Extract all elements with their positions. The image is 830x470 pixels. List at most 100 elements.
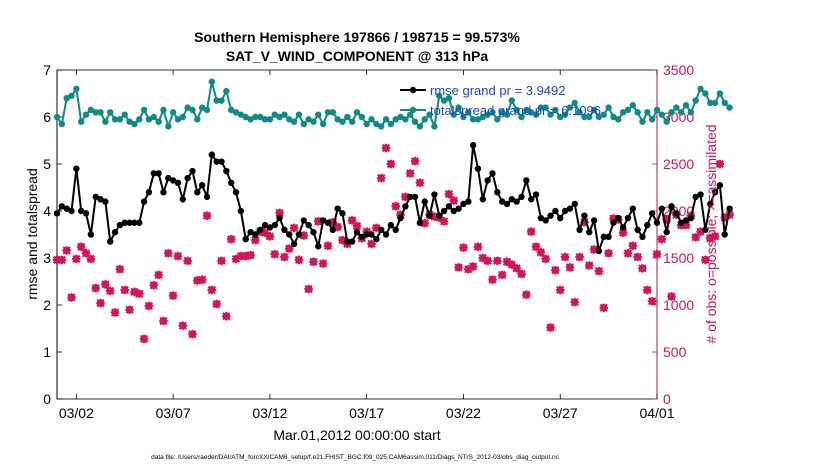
totalspread-point (203, 106, 211, 114)
totalspread-point (571, 99, 578, 107)
rmse-point (561, 207, 569, 215)
rmse-point (198, 181, 206, 189)
totalspread-point (339, 118, 346, 125)
rmse-point (445, 203, 453, 210)
totalspread-point (484, 111, 491, 118)
rmse-point (305, 221, 312, 229)
totalspread-point (392, 116, 399, 123)
rmse-point (590, 217, 598, 224)
assimilated-obs-point (149, 281, 159, 290)
left-tick-label: 3 (43, 250, 51, 266)
assimilated-obs-point (531, 242, 541, 251)
assimilated-obs-point (289, 223, 299, 233)
totalspread-point (566, 104, 574, 111)
assimilated-obs-point (464, 265, 473, 274)
totalspread-point (107, 109, 114, 116)
assimilated-obs-point (449, 196, 459, 205)
totalspread-point (140, 106, 148, 114)
rmse-point (494, 189, 501, 196)
left-tick-label: 2 (43, 297, 51, 313)
rmse-point (605, 233, 612, 241)
totalspread-point (711, 99, 719, 107)
rmse-point (286, 231, 293, 238)
assimilated-obs-point (633, 252, 642, 262)
totalspread-point (445, 95, 453, 102)
rmse-point (165, 174, 172, 182)
totalspread-point (165, 123, 172, 130)
totalspread-point (721, 99, 728, 107)
assimilated-obs-point (638, 264, 647, 273)
assimilated-obs-point (144, 301, 154, 311)
x-tick-label: 03/02 (59, 405, 94, 421)
rmse-point (697, 191, 704, 198)
assimilated-obs-point (285, 244, 294, 253)
rmse-point (653, 219, 661, 226)
totalspread-point (252, 113, 259, 121)
rmse-point (358, 233, 366, 241)
assimilated-obs-point (193, 276, 202, 285)
rmse-point (368, 231, 375, 238)
totalspread-point (305, 116, 312, 123)
assimilated-obs-point (570, 297, 579, 307)
totalspread-point (150, 113, 157, 121)
totalspread-point (508, 97, 516, 104)
legend: rmse grand pr = 3.9492 totalspread grand… (400, 83, 601, 118)
rmse-point (150, 170, 157, 177)
rmse-point (557, 214, 564, 222)
totalspread-point (489, 109, 496, 116)
rmse-point (290, 240, 298, 248)
rmse-point (619, 224, 627, 231)
totalspread-point (557, 113, 564, 121)
assimilated-obs-point (236, 251, 246, 261)
rmse-point (339, 210, 346, 217)
rmse-point (174, 179, 182, 186)
totalspread-point (218, 97, 225, 104)
totalspread-point (189, 106, 196, 114)
assimilated-obs-point (135, 289, 144, 298)
x-axis-label: Mar.01,2012 00:00:00 start (273, 427, 440, 443)
rmse-point (629, 205, 637, 212)
totalspread-point (707, 99, 714, 107)
rmse-point (92, 193, 99, 201)
totalspread-point (310, 118, 317, 125)
rmse-point (431, 191, 438, 198)
rmse-point (310, 228, 317, 236)
totalspread-point (266, 116, 274, 123)
x-axis: 03/02 03/07 03/12 03/17 03/22 03/27 04/01 (59, 70, 675, 421)
totalspread-point (624, 106, 632, 114)
assimilated-obs-point (410, 156, 420, 166)
assimilated-obs-point (207, 285, 217, 295)
rmse-point (194, 189, 201, 196)
assimilated-obs-point (473, 242, 483, 251)
totalspread-point (223, 87, 230, 95)
rmse-point (450, 207, 457, 215)
assimilated-obs-point (314, 217, 323, 226)
assimilated-obs-point (120, 285, 129, 295)
assimilated-obs-point (101, 280, 110, 289)
assimilated-obs-point (251, 235, 260, 245)
rmse-point (97, 196, 104, 203)
totalspread-point (537, 104, 545, 111)
totalspread-point (450, 111, 457, 118)
rmse-point (227, 179, 235, 186)
totalspread-point (619, 109, 627, 116)
rmse-point (668, 203, 675, 210)
rmse-point (261, 221, 269, 229)
legend-spread-label: totalspread grand pr = 6.1096 (430, 103, 601, 118)
assimilated-obs-point (115, 265, 125, 274)
totalspread-point (455, 104, 462, 111)
totalspread-point (440, 97, 448, 104)
rmse-point (479, 196, 487, 203)
totalspread-point (358, 113, 366, 121)
rmse-point (503, 200, 511, 208)
totalspread-point (368, 116, 375, 123)
assimilated-obs-point (372, 223, 381, 233)
assimilated-obs-point (183, 256, 192, 266)
rmse-point (116, 221, 124, 229)
totalspread-point (63, 95, 70, 102)
assimilated-obs-point (105, 286, 115, 296)
assimilated-obs-point (594, 266, 604, 276)
totalspread-point (77, 118, 85, 125)
rmse-point (353, 228, 361, 236)
assimilated-obs-point (391, 202, 400, 211)
